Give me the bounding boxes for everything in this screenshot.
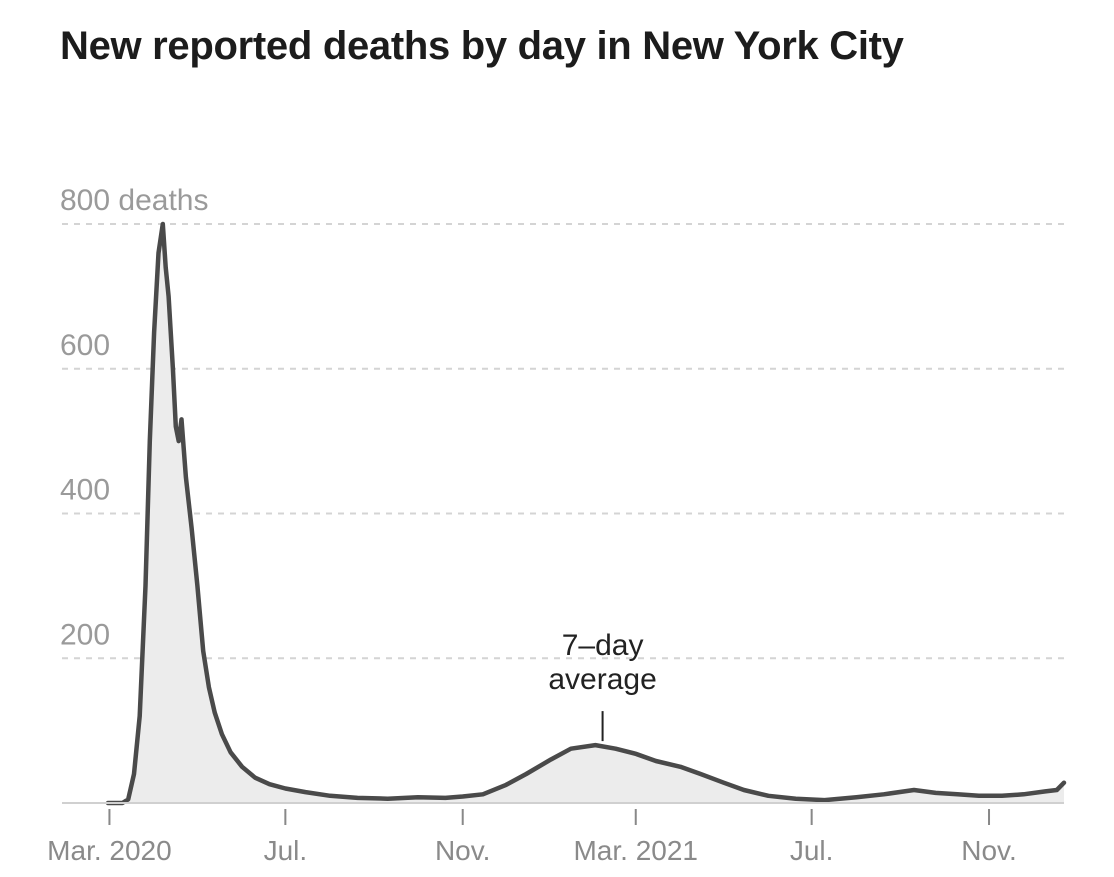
y-tick-label-800: 800 deaths — [60, 184, 208, 217]
area-layer — [105, 221, 1067, 806]
x-tick-label-5: Nov. — [961, 835, 1017, 866]
annotation-line-2: average — [548, 663, 656, 696]
x-tick-label-0: Mar. 2020 — [47, 835, 172, 866]
grid-layer — [62, 223, 1064, 660]
y-tick-label-400: 400 — [60, 474, 110, 507]
x-tick-label-2: Nov. — [435, 835, 491, 866]
x-tick-label-3: Mar. 2021 — [573, 835, 698, 866]
series-line-7-day-average — [105, 221, 1067, 806]
x-tick-label-1: Jul. — [264, 835, 308, 866]
y-tick-label-600: 600 — [60, 329, 110, 362]
series-area-fill — [108, 224, 1064, 803]
label-layer: 200 400 600 800 deaths Mar. 2020 Jul. Nov. Mar.… — [47, 184, 1017, 866]
x-tick-label-4: Jul. — [790, 835, 834, 866]
y-tick-label-200: 200 — [60, 618, 110, 651]
annotation-line-1: 7–day — [562, 629, 644, 662]
chart-title: New reported deaths by day in New York C… — [60, 24, 904, 68]
x-axis — [62, 802, 1064, 825]
